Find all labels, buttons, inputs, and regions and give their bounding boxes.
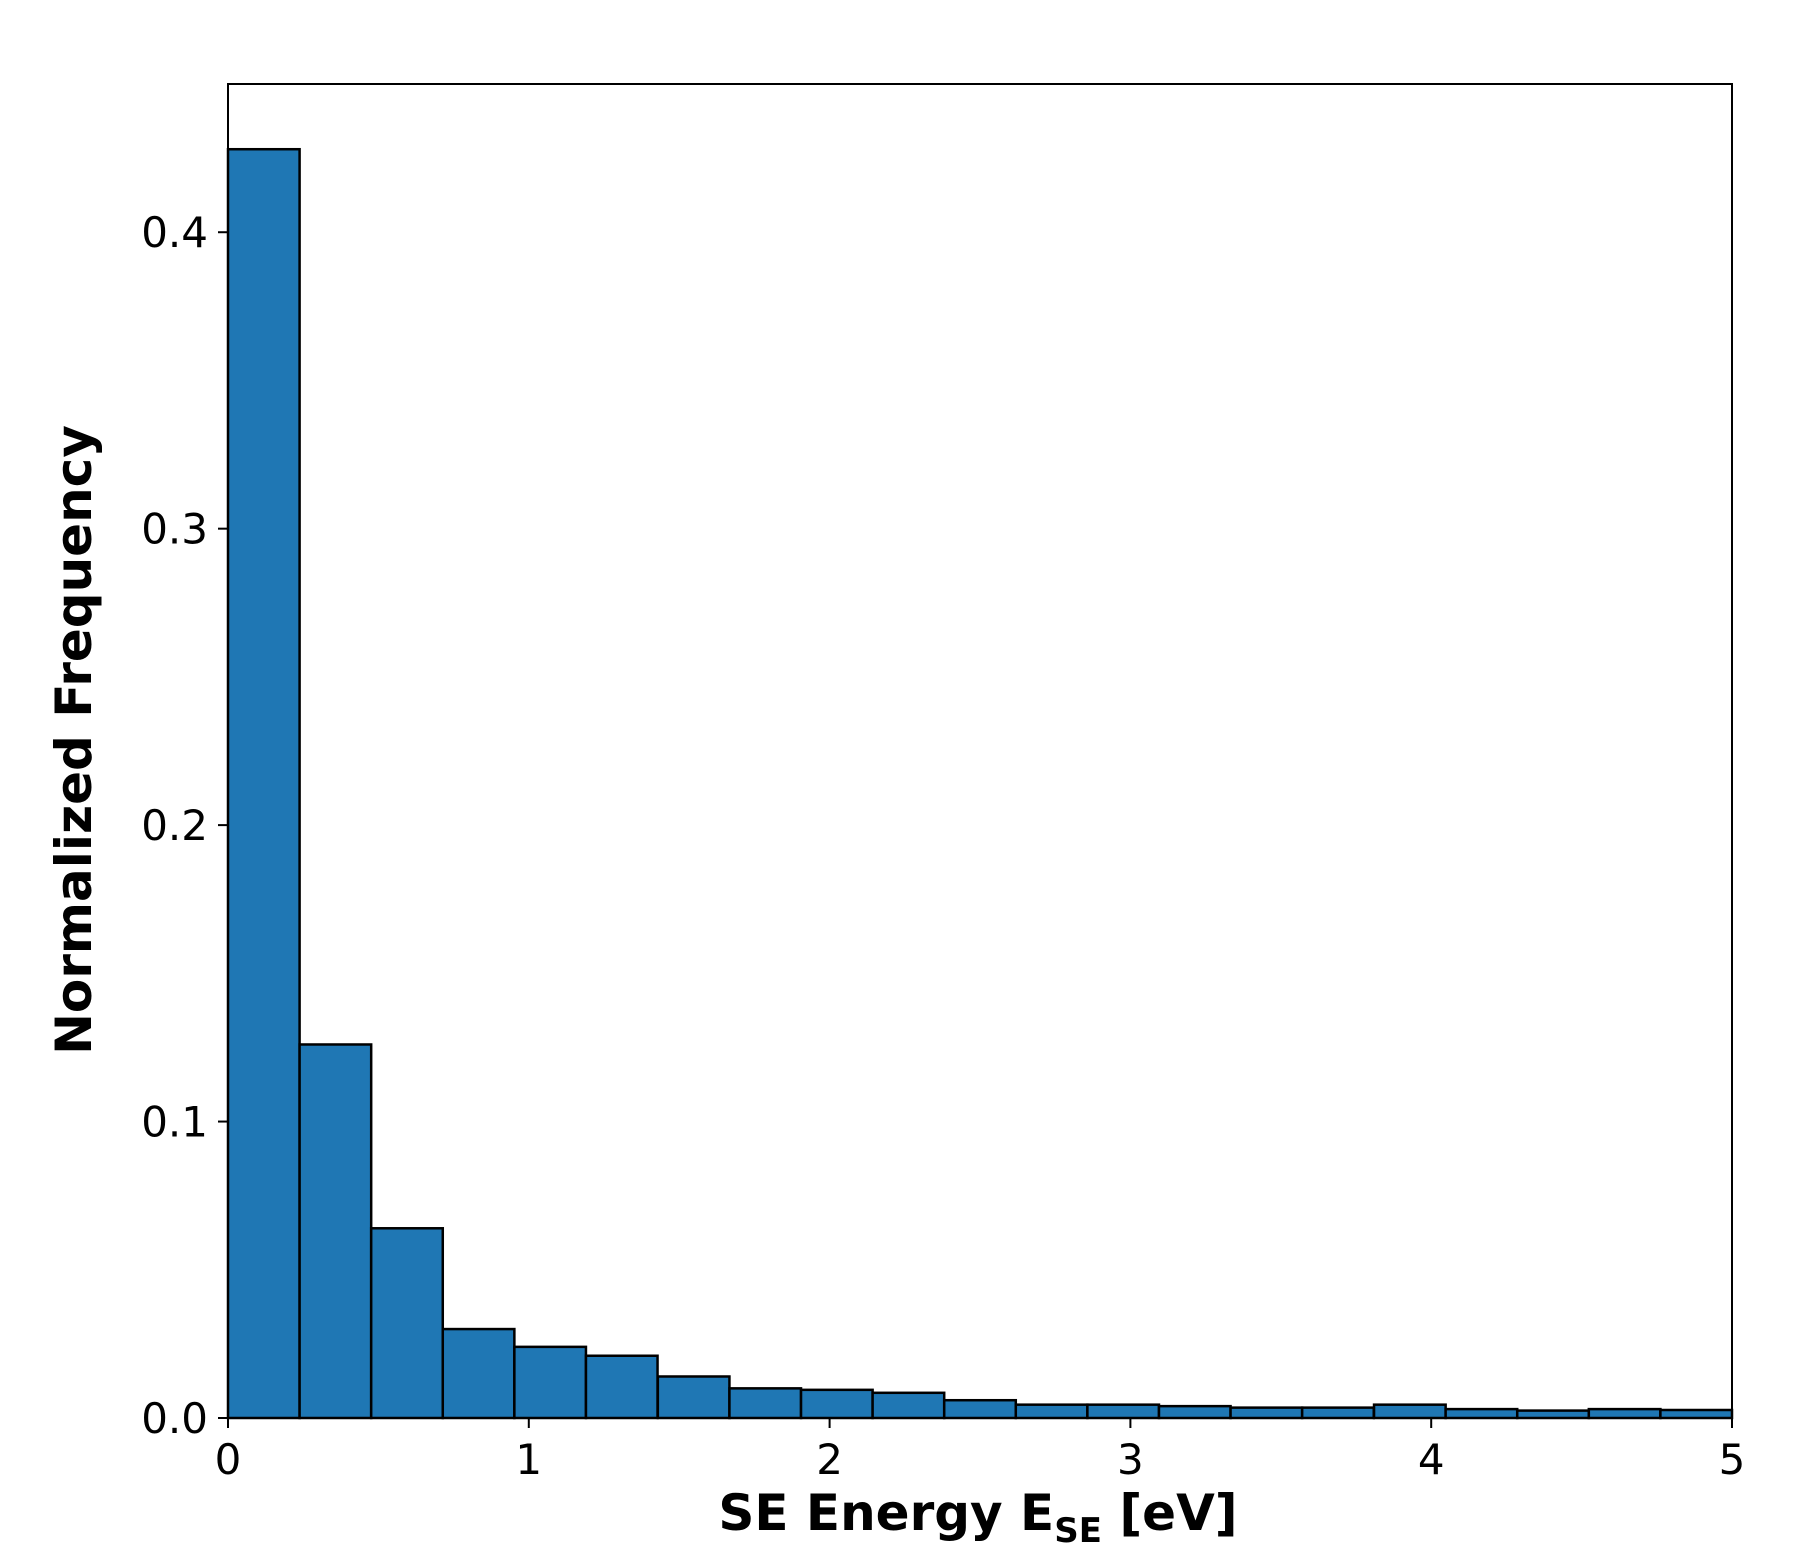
- plot-area-frame: [227, 83, 1733, 1419]
- histogram-bar: [226, 147, 301, 1420]
- histogram-bar: [369, 1227, 445, 1420]
- histogram-bar: [799, 1388, 874, 1420]
- y-tick-label: 0.2: [141, 801, 208, 850]
- x-tick-label: 5: [1719, 1435, 1746, 1484]
- histogram-bar: [513, 1345, 588, 1420]
- y-axis-title: Normalized Frequency: [45, 425, 103, 1055]
- histogram-bar: [1659, 1408, 1734, 1420]
- histogram-bar: [1229, 1406, 1304, 1420]
- histogram-bar: [584, 1354, 659, 1420]
- y-tick-label: 0.1: [141, 1098, 208, 1147]
- histogram-bar: [1014, 1403, 1089, 1420]
- x-axis-title: SE Energy ESE [eV]: [718, 1484, 1237, 1551]
- y-tick-label: 0.3: [141, 505, 208, 554]
- x-tick-label: 1: [515, 1435, 542, 1484]
- histogram-bar: [1372, 1403, 1447, 1420]
- histogram-bar: [1587, 1407, 1662, 1420]
- histogram-bar: [1300, 1406, 1375, 1420]
- x-tick-label: 3: [1117, 1435, 1144, 1484]
- histogram-bar: [656, 1375, 731, 1420]
- x-tick-label: 2: [816, 1435, 843, 1484]
- y-tick-label: 0.4: [141, 208, 208, 257]
- histogram-bars: [226, 147, 1734, 1420]
- histogram-bar: [1444, 1407, 1519, 1420]
- x-tick-label: 4: [1418, 1435, 1445, 1484]
- histogram-bar: [1086, 1403, 1161, 1420]
- histogram-bar: [441, 1327, 516, 1420]
- histogram-bar: [1157, 1404, 1232, 1420]
- x-axis-ticks: 0 1 2 3 4 5: [215, 1418, 1746, 1484]
- histogram-bar: [942, 1398, 1018, 1420]
- histogram-bar: [1515, 1409, 1591, 1420]
- y-tick-label: 0.0: [141, 1394, 208, 1443]
- histogram-bar: [728, 1387, 803, 1420]
- histogram-bar: [871, 1391, 946, 1420]
- y-axis-ticks: 0.0 0.1 0.2 0.3 0.4: [141, 208, 228, 1443]
- x-tick-label: 0: [215, 1435, 242, 1484]
- histogram-bar: [298, 1043, 373, 1420]
